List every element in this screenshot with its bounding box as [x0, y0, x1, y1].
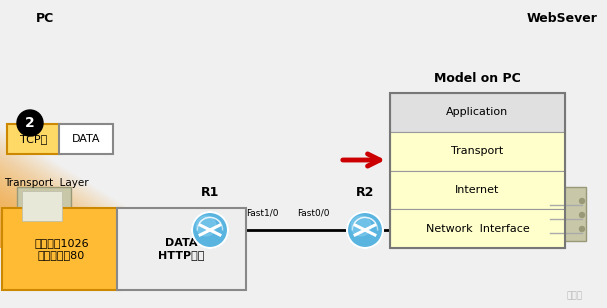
Text: DATA
HTTP荷载: DATA HTTP荷载	[158, 238, 205, 260]
Bar	[390, 209, 565, 248]
Text: Model on PC: Model on PC	[434, 72, 521, 86]
Circle shape	[580, 198, 585, 204]
Text: 亿速云: 亿速云	[567, 291, 583, 301]
Text: Application: Application	[446, 107, 509, 117]
Text: Transport: Transport	[452, 146, 504, 156]
Text: 2: 2	[25, 116, 35, 130]
Text: Transport  Layer: Transport Layer	[4, 178, 89, 188]
Bar	[390, 93, 565, 248]
Text: Fast0/0: Fast0/0	[297, 209, 329, 217]
Text: R1: R1	[201, 185, 219, 198]
Text: DATA: DATA	[72, 134, 100, 144]
FancyBboxPatch shape	[546, 187, 586, 241]
FancyBboxPatch shape	[17, 187, 71, 227]
Bar	[390, 93, 565, 132]
Circle shape	[192, 212, 228, 248]
Circle shape	[17, 110, 43, 136]
Text: WebSever: WebSever	[526, 11, 597, 25]
Text: R2: R2	[356, 185, 374, 198]
Text: PC: PC	[36, 11, 54, 25]
Text: TCP头: TCP头	[21, 134, 47, 144]
Text: Network  Interface: Network Interface	[426, 224, 529, 234]
Text: 源端口号1026
目的端口号80: 源端口号1026 目的端口号80	[34, 238, 89, 260]
Text: Internet: Internet	[455, 185, 500, 195]
FancyBboxPatch shape	[59, 124, 113, 154]
Bar	[390, 171, 565, 209]
FancyBboxPatch shape	[7, 124, 61, 154]
Text: Fast0/0: Fast0/0	[142, 209, 174, 217]
FancyBboxPatch shape	[2, 208, 121, 290]
Circle shape	[580, 226, 585, 232]
Circle shape	[347, 212, 383, 248]
Text: Fast1/0: Fast1/0	[246, 209, 278, 217]
Circle shape	[196, 216, 216, 236]
Text: Fast1/0: Fast1/0	[401, 209, 433, 217]
FancyBboxPatch shape	[22, 191, 62, 221]
FancyBboxPatch shape	[19, 233, 69, 238]
FancyBboxPatch shape	[117, 208, 246, 290]
Circle shape	[351, 216, 371, 236]
Circle shape	[580, 213, 585, 217]
Bar	[390, 132, 565, 171]
